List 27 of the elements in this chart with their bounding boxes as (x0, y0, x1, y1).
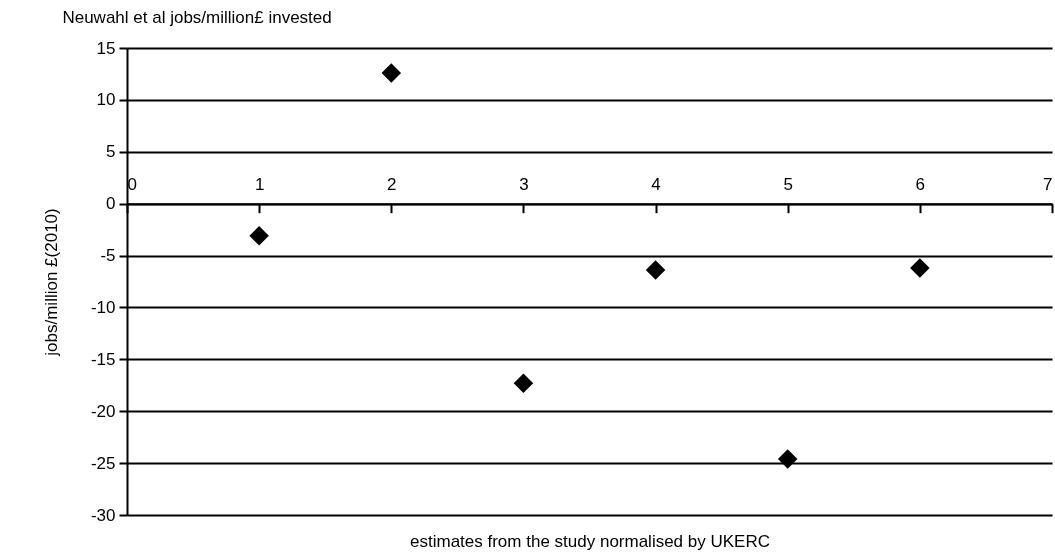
point (777, 449, 798, 469)
y-tick-label: -20 (90, 401, 116, 421)
point (910, 258, 930, 278)
x-tick-label: 7 (1043, 175, 1053, 195)
x-tick-label: 4 (651, 175, 661, 195)
y-tick-label: 15 (96, 38, 116, 58)
y-tick-label: 5 (106, 142, 116, 162)
x-tick-label: 1 (254, 175, 265, 195)
y-tick-label: -15 (90, 349, 116, 369)
x-tick-label: 0 (127, 175, 137, 195)
point (645, 260, 666, 280)
x-axis-title: estimates from the study normalised by UKERC (410, 531, 770, 551)
y-tick-label: 0 (106, 194, 116, 214)
x-tick-label: 2 (387, 175, 397, 195)
x-tick-label: 3 (519, 175, 529, 195)
point (249, 226, 269, 246)
y-tick-label: -10 (90, 297, 116, 317)
y-axis-title: jobs/million £(2010) (41, 208, 61, 357)
y-tick-label: -5 (100, 246, 116, 266)
y-tick-label: -30 (90, 505, 116, 525)
point (513, 373, 534, 393)
point (381, 63, 402, 83)
y-tick-label: 10 (96, 90, 116, 110)
chart-title: Neuwahl et al jobs/million£ invested (62, 8, 332, 27)
x-tick-label: 5 (783, 175, 793, 195)
y-tick-label: -25 (90, 453, 116, 473)
x-tick-label: 6 (915, 175, 926, 195)
